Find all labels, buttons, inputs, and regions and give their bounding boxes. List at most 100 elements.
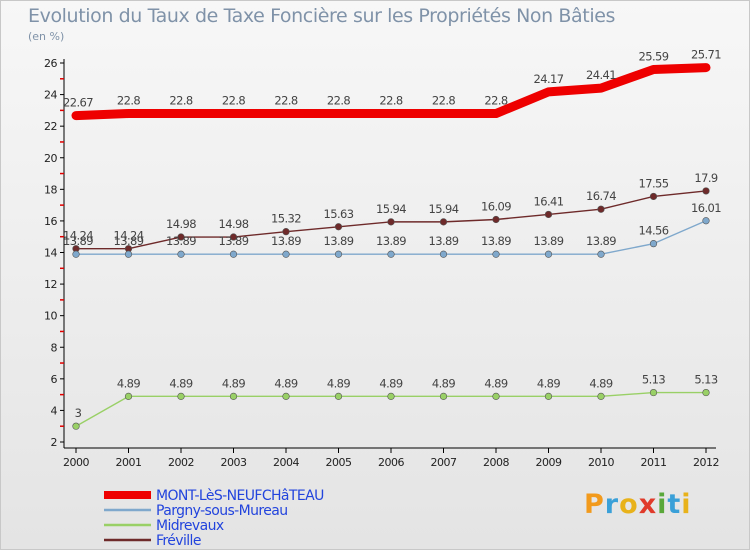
proxiti-logo: Proxiti bbox=[584, 489, 692, 520]
data-point bbox=[492, 392, 500, 400]
x-tick-label: 2012 bbox=[693, 456, 719, 469]
logo-letter: x bbox=[638, 489, 658, 520]
data-point bbox=[229, 392, 238, 400]
y-tick-label: 22 bbox=[44, 120, 57, 133]
x-tick-label: 2004 bbox=[273, 456, 299, 469]
data-point bbox=[124, 250, 133, 258]
data-point bbox=[282, 228, 290, 236]
legend-label: MONT-LèS-NEUFCHâTEAU bbox=[156, 488, 324, 504]
data-point bbox=[72, 422, 80, 430]
data-label: 16.01 bbox=[691, 201, 721, 215]
legend: MONT-LèS-NEUFCHâTEAUPargny-sous-MureauMi… bbox=[104, 488, 325, 549]
logo-letter: r bbox=[604, 489, 620, 520]
data-point bbox=[649, 388, 658, 397]
data-label: 3 bbox=[75, 406, 82, 420]
x-tick-label: 2002 bbox=[168, 456, 194, 469]
x-tick-label: 2000 bbox=[63, 456, 89, 469]
data-point bbox=[124, 392, 133, 400]
y-tick-label: 14 bbox=[44, 247, 57, 260]
data-label: 4.89 bbox=[117, 376, 140, 390]
data-label: 22.8 bbox=[117, 94, 140, 108]
data-label: 14.24 bbox=[63, 229, 93, 243]
data-label: 17.9 bbox=[694, 171, 717, 185]
data-label: 22.8 bbox=[379, 94, 402, 108]
data-label: 5.13 bbox=[642, 373, 665, 387]
y-tick-label: 12 bbox=[44, 278, 57, 291]
data-point bbox=[702, 388, 710, 397]
y-tick-label: 20 bbox=[44, 152, 57, 165]
y-tick-label: 16 bbox=[44, 215, 57, 228]
data-label: 13.89 bbox=[586, 234, 616, 248]
legend-label: Midrevaux bbox=[156, 518, 224, 534]
y-tick-label: 10 bbox=[44, 310, 57, 323]
y-tick-label: 24 bbox=[44, 89, 57, 102]
data-point bbox=[649, 192, 658, 201]
logo-letter: i bbox=[657, 489, 668, 520]
data-label: 24.17 bbox=[534, 72, 564, 86]
x-tick-label: 2003 bbox=[221, 456, 247, 469]
data-point bbox=[387, 250, 395, 258]
data-label: 13.89 bbox=[166, 234, 196, 248]
data-label: 22.8 bbox=[327, 94, 350, 108]
data-label: 22.8 bbox=[222, 94, 245, 108]
data-label: 13.89 bbox=[481, 234, 511, 248]
x-tick-label: 2008 bbox=[483, 456, 509, 469]
data-label: 15.94 bbox=[376, 202, 406, 216]
data-label: 13.89 bbox=[114, 234, 144, 248]
data-point bbox=[387, 218, 395, 226]
data-label: 15.94 bbox=[429, 202, 459, 216]
data-point bbox=[334, 250, 343, 258]
data-label: 13.89 bbox=[324, 234, 354, 248]
data-label: 13.89 bbox=[429, 234, 459, 248]
data-label: 24.41 bbox=[586, 68, 616, 82]
legend-label: Pargny-sous-Mureau bbox=[156, 503, 288, 519]
series-layer bbox=[71, 63, 711, 430]
data-point bbox=[649, 240, 658, 248]
logo-letter: P bbox=[584, 489, 605, 520]
data-point bbox=[387, 392, 395, 400]
data-point bbox=[439, 392, 448, 400]
y-tick-label: 4 bbox=[51, 404, 58, 417]
data-label: 14.98 bbox=[166, 217, 196, 231]
data-point bbox=[544, 392, 553, 400]
data-label: 13.89 bbox=[63, 234, 93, 248]
data-point bbox=[702, 217, 710, 225]
data-point bbox=[229, 233, 238, 241]
data-label: 13.89 bbox=[219, 234, 249, 248]
data-label-layer: 14.24 14.24 14.98 14.98 15.32 15.63 15.94 15.94… bbox=[63, 48, 722, 421]
legend-label: Fréville bbox=[156, 533, 201, 549]
x-tick-label: 2007 bbox=[431, 456, 457, 469]
data-label: 14.24 bbox=[114, 229, 144, 243]
data-label: 25.71 bbox=[691, 48, 721, 62]
y-tick-label: 8 bbox=[51, 341, 58, 354]
data-point bbox=[282, 250, 290, 258]
x-tick-label: 2011 bbox=[641, 456, 667, 469]
data-point bbox=[492, 250, 500, 258]
logo-letter: o bbox=[619, 489, 639, 520]
data-label: 5.13 bbox=[694, 373, 717, 387]
logo-letter: i bbox=[681, 489, 692, 520]
x-tick-label: 2001 bbox=[116, 456, 142, 469]
series-line bbox=[71, 63, 711, 121]
data-label: 22.8 bbox=[169, 94, 192, 108]
data-point bbox=[334, 392, 343, 400]
data-label: 4.89 bbox=[432, 376, 455, 390]
data-label: 13.89 bbox=[534, 234, 564, 248]
data-label: 4.89 bbox=[537, 376, 560, 390]
data-label: 16.09 bbox=[481, 199, 511, 213]
y-tick-label: 2 bbox=[51, 436, 58, 449]
logo-letter: t bbox=[667, 489, 682, 520]
data-point bbox=[334, 223, 343, 231]
data-point bbox=[72, 250, 80, 258]
data-point bbox=[439, 218, 448, 226]
data-point bbox=[177, 250, 185, 258]
data-point bbox=[229, 250, 238, 258]
data-label: 22.8 bbox=[484, 94, 507, 108]
data-label: 22.8 bbox=[274, 94, 297, 108]
data-point bbox=[177, 233, 185, 241]
data-point bbox=[597, 392, 605, 400]
x-tick-label: 2009 bbox=[536, 456, 562, 469]
